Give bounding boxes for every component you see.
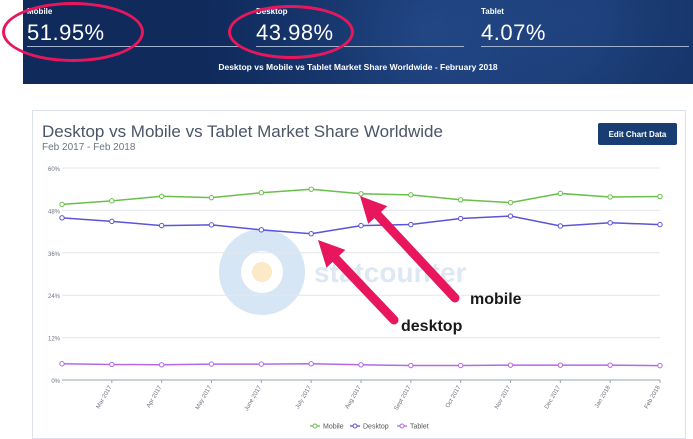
- data-point: [607, 362, 613, 368]
- data-point: [59, 215, 65, 221]
- legend-marker: [312, 423, 318, 429]
- data-point: [158, 222, 165, 229]
- y-tick-label: 60%: [48, 167, 61, 173]
- y-tick-label: 36%: [48, 252, 61, 258]
- data-point: [607, 220, 613, 226]
- data-point: [507, 199, 514, 206]
- data-point: [408, 221, 414, 228]
- stat-tablet-value: 4.07%: [481, 20, 546, 45]
- legend-marker: [399, 423, 405, 429]
- data-point: [358, 191, 364, 197]
- x-tick-label: Jan 2018: [594, 384, 612, 409]
- data-point: [657, 193, 663, 200]
- x-tick-label: Dec 2017: [544, 384, 562, 410]
- highlight-circle-mobile: [2, 2, 144, 62]
- data-point: [109, 361, 115, 368]
- data-point: [208, 222, 215, 228]
- data-point: [657, 362, 663, 369]
- data-point: [208, 361, 215, 367]
- y-tick-label: 12%: [48, 337, 61, 343]
- legend-label: Mobile: [323, 424, 344, 431]
- data-point: [158, 362, 165, 368]
- data-point: [607, 194, 613, 200]
- annotation-arrow-mobile-head: [360, 196, 388, 224]
- y-tick-label: 24%: [48, 294, 61, 300]
- x-tick-label: Aug 2017: [345, 384, 363, 410]
- watermark-logo-center-icon: [252, 262, 272, 282]
- data-point: [557, 223, 564, 229]
- data-point: [158, 193, 165, 199]
- data-point: [457, 215, 464, 222]
- data-point: [308, 231, 314, 237]
- x-tick-label: Sept 2017: [394, 384, 413, 411]
- x-tick-label: Apr 2017: [146, 384, 164, 409]
- data-point: [408, 362, 414, 369]
- data-point: [358, 222, 364, 229]
- data-point: [507, 213, 514, 219]
- data-point: [59, 201, 65, 208]
- stat-tablet: Tablet 4.07%: [481, 7, 546, 46]
- x-tick-label: Nov 2017: [494, 384, 512, 410]
- data-point: [109, 218, 115, 225]
- x-tick-label: May 2017: [195, 384, 214, 410]
- x-tick-label: Feb 2018: [644, 384, 662, 410]
- legend-marker: [352, 423, 358, 429]
- data-point: [557, 362, 564, 368]
- y-tick-label: 48%: [48, 209, 61, 215]
- annotation-mobile: mobile: [470, 291, 522, 308]
- x-tick-label: July 2017: [295, 384, 313, 410]
- annotation-desktop: desktop: [401, 318, 463, 335]
- data-point: [557, 190, 564, 197]
- edit-chart-data-button[interactable]: Edit Chart Data: [598, 123, 677, 145]
- highlight-circle-desktop: [228, 5, 354, 59]
- chart-subtitle: Feb 2017 - Feb 2018: [42, 142, 136, 153]
- data-point: [308, 361, 314, 367]
- data-point: [109, 198, 115, 204]
- stat-tablet-rule: [481, 46, 689, 47]
- banner-subtitle: Desktop vs Mobile vs Tablet Market Share…: [218, 62, 498, 72]
- data-point: [457, 362, 464, 369]
- x-tick-label: June 2017: [244, 384, 264, 412]
- data-point: [308, 186, 314, 192]
- data-point: [258, 227, 265, 233]
- chart-title: Desktop vs Mobile vs Tablet Market Share…: [42, 122, 443, 141]
- data-point: [208, 194, 215, 201]
- data-point: [258, 190, 265, 196]
- x-tick-label: Oct 2017: [445, 384, 463, 409]
- data-point: [457, 197, 464, 203]
- watermark-logo-icon: [219, 229, 305, 315]
- legend-label: Tablet: [410, 424, 429, 431]
- annotation-arrow-desktop-shaft: [331, 254, 399, 325]
- y-tick-label: 0%: [51, 379, 60, 385]
- data-point: [258, 361, 265, 367]
- chart-card: [32, 110, 686, 439]
- data-point: [657, 221, 663, 228]
- annotation-arrow-mobile-shaft: [373, 210, 460, 303]
- x-tick-label: Mar 2017: [96, 384, 114, 410]
- data-point: [507, 362, 514, 368]
- legend-label: Desktop: [363, 424, 389, 431]
- annotation-arrow-desktop-head: [318, 240, 346, 268]
- data-point: [408, 192, 414, 198]
- data-point: [59, 361, 65, 367]
- data-point: [358, 362, 364, 368]
- stat-desktop-rule: [256, 46, 464, 47]
- stat-tablet-label: Tablet: [481, 7, 504, 16]
